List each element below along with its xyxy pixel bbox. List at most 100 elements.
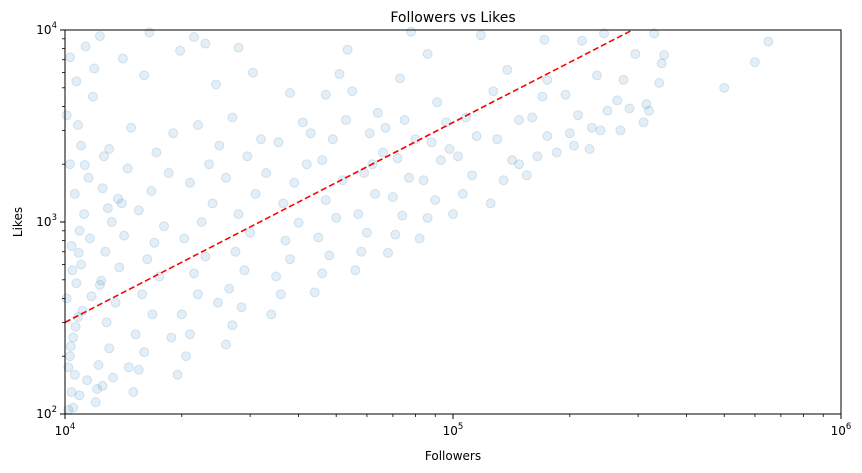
data-point <box>204 159 214 170</box>
data-point <box>719 82 730 93</box>
data-point <box>370 188 381 199</box>
data-point <box>192 289 203 300</box>
data-point <box>278 198 289 209</box>
data-point <box>116 198 127 209</box>
data-point <box>542 74 553 85</box>
data-point <box>612 95 623 106</box>
data-point <box>488 86 499 97</box>
data-point <box>247 67 258 78</box>
y-tick-label: 104 <box>36 21 57 37</box>
data-point <box>378 147 388 158</box>
data-point <box>514 159 525 170</box>
data-point <box>113 193 123 204</box>
data-point <box>159 221 169 232</box>
data-point <box>654 77 665 88</box>
data-point <box>175 45 186 56</box>
trend-line <box>64 29 633 324</box>
y-tick-label: 102 <box>36 405 57 421</box>
data-point <box>166 332 177 343</box>
data-point <box>144 27 155 38</box>
data-point <box>189 268 199 279</box>
data-point <box>126 122 137 133</box>
data-point <box>82 375 93 386</box>
data-point <box>301 159 312 170</box>
data-point <box>98 151 109 162</box>
data-point <box>227 112 238 123</box>
data-point <box>92 384 103 394</box>
data-point <box>584 144 595 154</box>
data-point <box>147 309 158 320</box>
data-point <box>317 268 328 279</box>
data-point <box>133 364 144 375</box>
data-point <box>261 168 272 178</box>
data-point <box>100 246 111 257</box>
data-point <box>422 49 433 59</box>
data-point <box>285 88 295 98</box>
data-point <box>87 91 98 102</box>
data-point <box>73 247 84 258</box>
data-point <box>236 302 247 313</box>
data-point <box>324 250 335 261</box>
data-point <box>108 372 119 383</box>
data-point <box>551 147 562 158</box>
data-point <box>573 110 583 121</box>
data-point <box>230 246 241 257</box>
points-layer <box>61 26 774 415</box>
data-point <box>638 117 649 128</box>
data-point <box>89 63 100 74</box>
data-point <box>221 172 231 183</box>
x-tick-label: 104 <box>55 422 76 438</box>
data-point <box>444 144 455 154</box>
data-point <box>414 233 425 244</box>
data-point <box>73 120 83 130</box>
data-point <box>275 289 286 300</box>
x-axis-label: Followers <box>425 449 481 463</box>
data-point <box>69 369 80 380</box>
data-point <box>200 251 211 262</box>
data-point <box>644 105 654 116</box>
data-point <box>404 172 414 183</box>
data-point <box>317 155 328 166</box>
data-point <box>532 151 543 162</box>
data-point <box>104 144 115 154</box>
y-axis-label: Likes <box>11 207 25 237</box>
data-point <box>149 237 160 248</box>
data-point <box>97 380 108 391</box>
data-point <box>448 209 458 220</box>
data-point <box>507 155 518 166</box>
data-point <box>273 137 284 148</box>
data-point <box>139 70 150 81</box>
data-point <box>185 329 195 340</box>
data-point <box>577 35 587 46</box>
data-point <box>271 271 282 282</box>
data-point <box>485 198 496 209</box>
data-point <box>560 89 571 100</box>
data-point <box>119 230 130 241</box>
data-point <box>514 115 525 125</box>
data-point <box>615 125 626 136</box>
data-point <box>65 52 75 63</box>
data-point <box>123 362 134 373</box>
data-point <box>151 147 162 158</box>
data-point <box>313 232 324 243</box>
data-point <box>359 168 370 178</box>
data-point <box>430 195 441 206</box>
data-point <box>139 347 150 358</box>
data-point <box>122 163 133 174</box>
data-point <box>285 254 295 265</box>
data-point <box>502 64 513 75</box>
data-point <box>586 122 597 133</box>
data-point <box>101 317 112 328</box>
data-point <box>146 186 157 196</box>
data-point <box>569 140 579 151</box>
data-point <box>245 227 256 238</box>
data-point <box>406 26 417 37</box>
data-point <box>397 210 408 221</box>
data-point <box>66 241 77 251</box>
data-point <box>211 79 221 90</box>
data-point <box>172 369 183 380</box>
data-point <box>68 332 79 343</box>
data-point <box>410 134 421 145</box>
